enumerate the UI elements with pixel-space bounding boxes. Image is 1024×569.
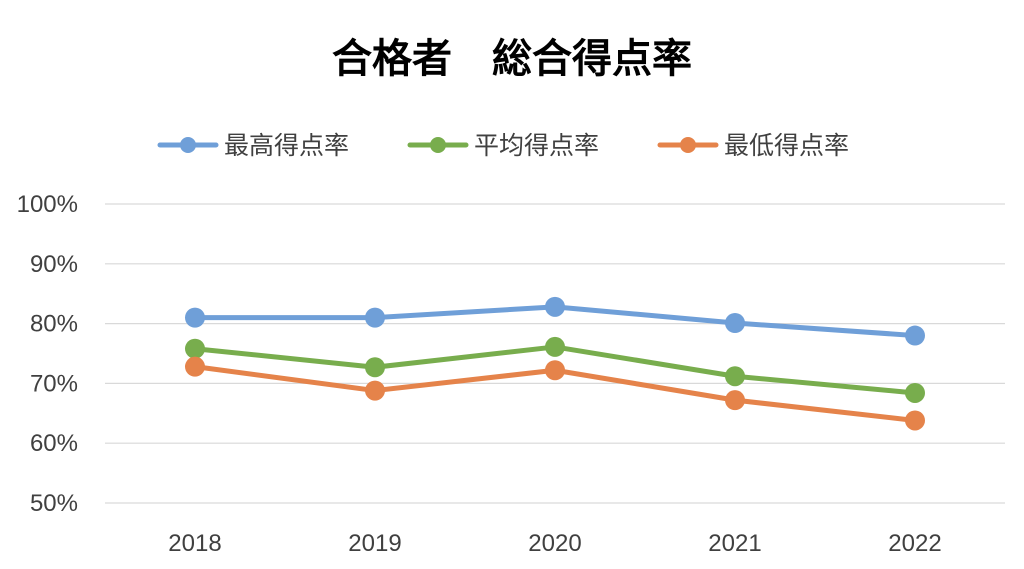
y-tick-label: 100% [17,191,78,218]
y-tick-label: 70% [30,370,78,397]
x-tick-label: 2022 [888,530,941,557]
data-point [185,356,205,377]
data-point [185,338,205,359]
y-axis: 50% 60% 70% 80% 90% 100% [17,191,78,517]
legend-label: 最高得点率 [224,131,349,160]
legend-label: 最低得点率 [724,131,849,160]
data-point [365,307,385,328]
y-tick-label: 50% [30,490,78,517]
y-tick-label: 90% [30,251,78,278]
data-point [905,325,925,346]
data-point [185,307,205,328]
series [185,296,925,346]
series [185,356,925,431]
series-layer [185,296,925,431]
x-tick-label: 2018 [168,530,221,557]
chart-title: 合格者 総合得点率 [332,36,692,82]
x-tick-label: 2021 [708,530,761,557]
data-point [905,410,925,431]
data-point [725,313,745,334]
legend-marker [680,137,696,153]
y-tick-label: 80% [30,311,78,338]
data-point [545,296,565,317]
data-point [725,390,745,411]
legend-item: 平均得点率 [407,131,599,160]
x-axis: 2018 2019 2020 2021 2022 [168,530,941,557]
x-tick-label: 2019 [348,530,401,557]
grid [105,203,1005,504]
data-point [545,336,565,357]
legend-label: 平均得点率 [474,131,599,160]
data-point [365,380,385,401]
legend: 最高得点率 平均得点率 最低得点率 [157,131,849,160]
legend-item: 最低得点率 [657,131,849,160]
legend-item: 最高得点率 [157,131,349,160]
data-point [365,357,385,378]
y-tick-label: 60% [30,430,78,457]
legend-marker [430,137,446,153]
series [185,336,925,403]
data-point [545,360,565,381]
legend-marker [180,137,196,153]
data-point [725,366,745,387]
x-tick-label: 2020 [528,530,581,557]
data-point [905,382,925,403]
